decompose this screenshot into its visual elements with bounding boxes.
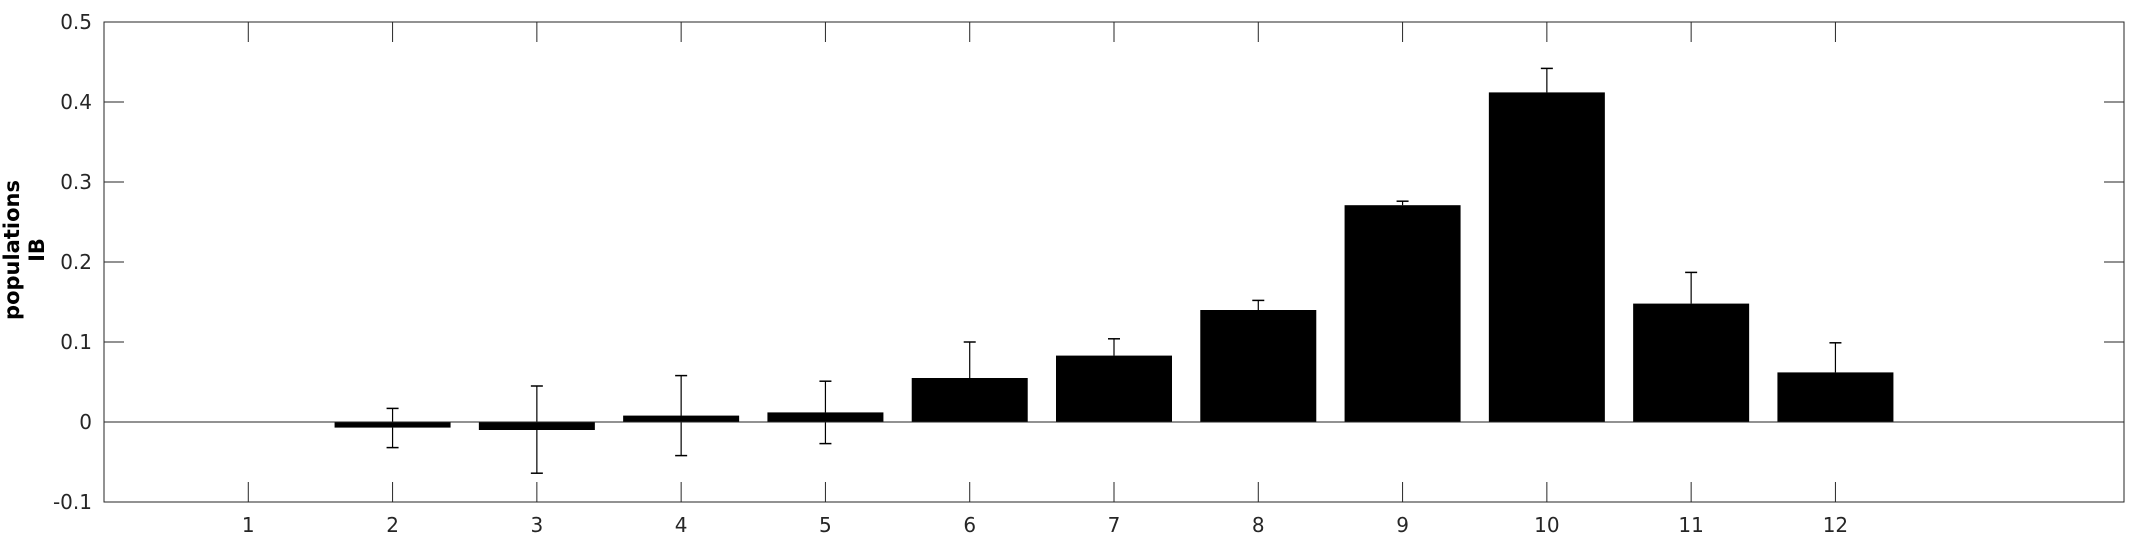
bar-8: [1200, 310, 1317, 422]
y-tick-label: 0.5: [60, 10, 92, 34]
y-tick-label: 0.1: [60, 330, 92, 354]
x-tick-label-10: 10: [1534, 513, 1559, 533]
x-tick-label-6: 6: [963, 513, 976, 533]
x-tick-label-1: 1: [242, 513, 255, 533]
y-axis-label-line-2: IB: [25, 238, 49, 262]
x-tick-label-8: 8: [1252, 513, 1265, 533]
axes-box: [103, 21, 2125, 503]
x-tick-label-3: 3: [530, 513, 543, 533]
x-tick-label-11: 11: [1678, 513, 1703, 533]
bar-12: [1777, 372, 1894, 422]
bars: [334, 92, 1894, 430]
y-tick-label: 0.4: [60, 90, 92, 114]
bar-10: [1488, 92, 1605, 423]
error-bars: [386, 67, 1842, 474]
axes: [103, 21, 2125, 503]
bar-9: [1344, 205, 1461, 422]
y-tick-label: 0.2: [60, 250, 92, 274]
x-tick-label-4: 4: [675, 513, 688, 533]
y-tick-label: 0.3: [60, 170, 92, 194]
x-tick-label-12: 12: [1823, 513, 1848, 533]
y-tick-label: 0: [79, 410, 92, 434]
x-tick-label-9: 9: [1396, 513, 1409, 533]
tick-labels: -0.100.10.20.30.40.51 2 3 4 5 6 7 8 9 10 11 12: [53, 10, 1848, 533]
x-tick-label-2: 2: [386, 513, 399, 533]
bar-11: [1633, 303, 1750, 422]
bar-7: [1056, 355, 1172, 422]
x-tick-label-5: 5: [819, 513, 832, 533]
x-tick-label-7: 7: [1108, 513, 1121, 533]
y-axis-label-line-1: populations: [0, 180, 24, 320]
y-tick-label: -0.1: [53, 490, 92, 514]
bar-6: [911, 378, 1028, 422]
